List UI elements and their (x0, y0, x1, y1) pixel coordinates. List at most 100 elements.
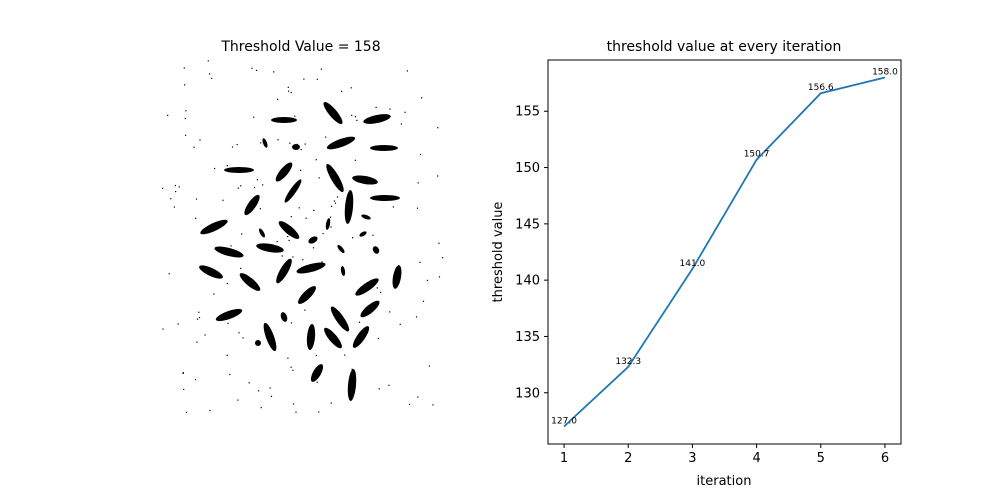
y-tick-label: 155 (515, 105, 540, 120)
noise-speck (290, 322, 293, 324)
rice-grain (239, 273, 261, 291)
noise-speck (292, 256, 294, 258)
y-axis-ticks: 130 135 140 145 150 155 (515, 105, 548, 401)
rice-grain (308, 236, 318, 244)
rice-grain (258, 228, 266, 238)
data-label: 132.3 (615, 357, 641, 367)
rice-grain (323, 101, 343, 125)
x-tick-label: 2 (624, 451, 632, 466)
noise-speck (260, 407, 262, 409)
noise-speck (287, 236, 289, 238)
noise-speck (242, 337, 244, 339)
noise-speck (174, 184, 176, 187)
noise-speck (356, 119, 358, 121)
rice-grain (324, 327, 342, 349)
noise-speck (350, 87, 352, 89)
noise-speck (289, 142, 291, 144)
noise-speck (226, 282, 228, 285)
noise-speck (196, 341, 198, 343)
noise-speck (213, 293, 215, 295)
noise-speck (329, 216, 332, 218)
noise-speck (185, 411, 188, 413)
noise-speck (380, 291, 382, 293)
noise-speck (419, 153, 422, 156)
noise-speck (269, 387, 271, 389)
noise-speck (295, 411, 297, 413)
noise-speck (168, 273, 170, 275)
noise-speck (170, 198, 172, 200)
noise-speck (438, 242, 440, 244)
noise-speck (209, 409, 211, 412)
noise-speck (417, 182, 419, 184)
rice-grain (256, 243, 284, 253)
noise-speck (333, 200, 335, 202)
rice-grain (224, 167, 254, 173)
rice-grain (337, 244, 345, 254)
x-tick-label: 3 (688, 451, 696, 466)
noise-speck (229, 373, 231, 376)
rice-grain (325, 218, 331, 230)
noise-speck (406, 70, 408, 72)
noise-speck (416, 207, 419, 209)
rice-grain (347, 369, 357, 401)
noise-speck (300, 169, 302, 171)
y-tick-label: 145 (515, 217, 540, 232)
noise-speck (389, 108, 391, 110)
noise-speck (432, 404, 434, 406)
noise-speck (298, 207, 300, 209)
noise-speck (296, 143, 298, 145)
noise-speck (300, 149, 302, 151)
noise-speck (334, 202, 337, 204)
rice-grain (278, 221, 300, 239)
rice-grain (276, 258, 292, 284)
rice-grain (361, 214, 371, 220)
noise-speck (231, 146, 234, 148)
noise-speck (236, 144, 238, 146)
noise-speck (388, 384, 390, 386)
noise-speck (183, 67, 185, 69)
noise-speck (185, 134, 187, 136)
noise-speck (372, 234, 374, 236)
rice-grain (392, 265, 402, 289)
noise-speck (330, 205, 333, 207)
noise-speck (208, 73, 211, 75)
noise-speck (358, 321, 361, 323)
noise-speck (182, 372, 184, 374)
x-axis-label: iteration (697, 474, 752, 489)
noise-speck (351, 114, 353, 116)
data-label: 156.6 (808, 83, 834, 93)
noise-speck (322, 233, 324, 235)
noise-speck (199, 139, 201, 141)
y-tick-label: 140 (515, 274, 540, 289)
noise-speck (305, 217, 307, 219)
noise-speck (312, 247, 315, 249)
noise-speck (184, 117, 186, 120)
noise-speck (349, 199, 351, 201)
noise-speck (211, 77, 213, 79)
noise-speck (196, 318, 199, 320)
noise-speck (240, 185, 242, 187)
noise-speck (438, 276, 441, 278)
noise-speck (241, 233, 243, 235)
y-axis-label: threshold value (491, 202, 506, 303)
rice-grain (298, 286, 316, 304)
noise-speck (227, 322, 229, 324)
noise-speck (260, 142, 262, 144)
rice-grain (344, 190, 354, 224)
noise-speck (316, 78, 318, 80)
noise-speck (195, 217, 197, 219)
noise-speck (288, 239, 290, 241)
x-tick-label: 6 (881, 451, 889, 466)
noise-speck (178, 186, 180, 188)
binary-threshold-image (162, 60, 444, 413)
noise-speck (253, 186, 256, 189)
noise-speck (184, 84, 186, 86)
noise-speck (325, 136, 327, 138)
rice-grain (370, 195, 400, 201)
noise-speck (400, 123, 402, 125)
noise-speck (422, 300, 425, 302)
noise-speck (183, 388, 185, 390)
noise-speck (277, 98, 279, 100)
noise-speck (365, 307, 367, 309)
noise-speck (354, 159, 356, 161)
